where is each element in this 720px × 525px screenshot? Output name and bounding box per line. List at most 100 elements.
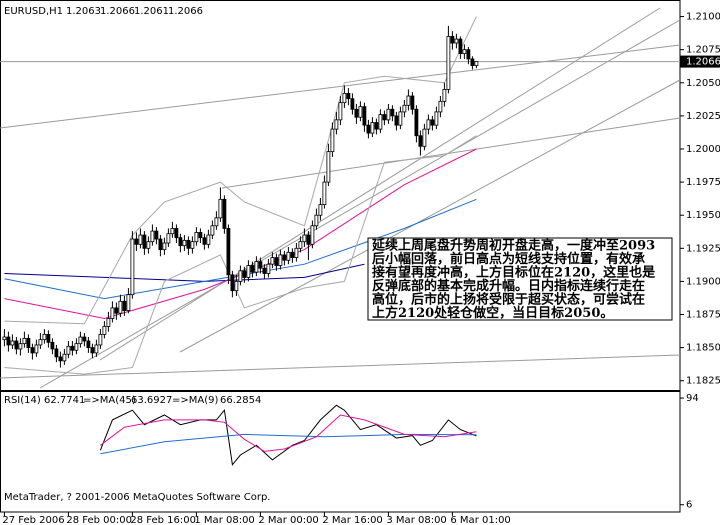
candle-body — [258, 261, 263, 269]
y-tick-label: 1.1850 — [686, 343, 720, 354]
legend-name: =>MA(9) — [172, 395, 218, 406]
candle-body — [334, 119, 339, 130]
header-close: 1.2066 — [168, 6, 203, 17]
candle-body — [78, 336, 83, 345]
candle-body — [182, 239, 187, 247]
candle-body — [142, 234, 147, 249]
candle-body — [466, 49, 471, 60]
rsi-line — [99, 404, 477, 466]
candle-body — [34, 344, 39, 354]
x-tick-label: 6 Mar 01:00 — [450, 515, 510, 525]
candle-body — [398, 111, 403, 126]
y-tick-label: 1.1875 — [686, 310, 720, 321]
indicator-line — [4, 148, 477, 320]
y-tick-label: 1.1925 — [686, 243, 720, 254]
annotation-line: 反弹底部的基本完成升幅。日内指标连续行走在 — [372, 278, 645, 294]
candle-body — [130, 238, 135, 296]
candle-body — [106, 318, 111, 327]
candle-body — [58, 356, 63, 362]
candle-body — [426, 119, 431, 130]
candle-body — [18, 343, 23, 350]
annotation-line: 上方2120处轻仓做空，当日目标2050。 — [372, 305, 613, 321]
candle-body — [22, 337, 27, 345]
candle-body — [178, 237, 183, 247]
candle-body — [418, 135, 423, 147]
candle-body — [138, 234, 143, 245]
trendline — [39, 19, 681, 389]
legend-value: 66.2854 — [220, 395, 261, 406]
candle-body — [50, 341, 55, 350]
rsi-legend: RSI(14) — [4, 395, 41, 406]
candle-body — [214, 217, 219, 227]
legend-name: =>MA(45) — [83, 395, 136, 406]
candle-body — [446, 36, 451, 90]
plot — [0, 16, 680, 466]
candle-body — [310, 225, 315, 245]
trendline — [0, 354, 681, 379]
candle-body — [306, 234, 311, 245]
rsi-pane — [0, 391, 681, 513]
legend-value: 62.7741 — [44, 395, 85, 406]
candle-body — [94, 344, 99, 354]
candle-body — [162, 242, 167, 251]
candle-body — [350, 98, 355, 110]
x-tick-label: 28 Feb 16:00 — [130, 515, 196, 525]
candle-body — [438, 100, 443, 113]
x-tick-label: 3 Mar 08:00 — [386, 515, 446, 525]
candle-body — [14, 340, 19, 350]
candle-body — [46, 333, 51, 343]
rsi-line — [100, 414, 477, 452]
candle-body — [394, 115, 399, 126]
candle-body — [230, 274, 235, 292]
candle-body — [242, 270, 247, 278]
candle-body — [378, 114, 383, 130]
candle-body — [186, 239, 191, 249]
candle-body — [2, 336, 7, 341]
candle-body — [402, 104, 407, 113]
candle-body — [442, 88, 447, 102]
candle-body — [322, 181, 327, 206]
y-tick-label: 1.2100 — [686, 12, 720, 23]
y-tick-label: 1.2050 — [686, 78, 720, 89]
candle-body — [358, 106, 363, 118]
header-low: 1.2061 — [134, 6, 169, 17]
candle-body — [262, 267, 267, 274]
candle-body — [274, 257, 279, 266]
header-high: 1.2066 — [100, 6, 135, 17]
candle-body — [462, 49, 467, 55]
candle-body — [26, 337, 31, 349]
trendline — [221, 117, 681, 189]
candle-body — [54, 348, 59, 358]
x-tick-label: 1 Mar 08:00 — [194, 515, 254, 525]
candle-body — [470, 58, 475, 66]
annotation-line: 延续上周尾盘升势周初开盘走高，一度冲至2093 — [371, 238, 655, 254]
candle-body — [278, 254, 283, 266]
indicator-line — [4, 198, 477, 300]
candle-body — [86, 340, 91, 349]
candle-body — [458, 38, 463, 55]
annotation-line: 接有望再度冲高，上方目标位在2120，这里也是 — [372, 265, 656, 281]
candle-body — [390, 108, 395, 117]
candle-body — [330, 128, 335, 153]
symbol: EURUSD,H1 — [4, 6, 63, 17]
annotation-line: 后小幅回落，前日高点为短线支持位置，有效承 — [372, 251, 645, 267]
candle-body — [290, 251, 295, 258]
candle-body — [298, 241, 303, 249]
candle-body — [450, 36, 455, 44]
trendlines — [0, 7, 681, 389]
candle-body — [382, 114, 387, 121]
candle-body — [422, 128, 427, 147]
y-tick-label: 1.2000 — [686, 144, 720, 155]
candle-body — [246, 265, 251, 278]
candle-body — [414, 108, 419, 137]
price-label-bg — [680, 55, 720, 68]
candle-body — [122, 300, 127, 311]
candle-body — [346, 92, 351, 100]
candle-body — [286, 251, 291, 261]
y-tick-label: 1.1950 — [686, 210, 720, 221]
candle-body — [386, 108, 391, 121]
candle-body — [222, 198, 227, 229]
candle-body — [226, 228, 231, 276]
candle-body — [82, 336, 87, 342]
